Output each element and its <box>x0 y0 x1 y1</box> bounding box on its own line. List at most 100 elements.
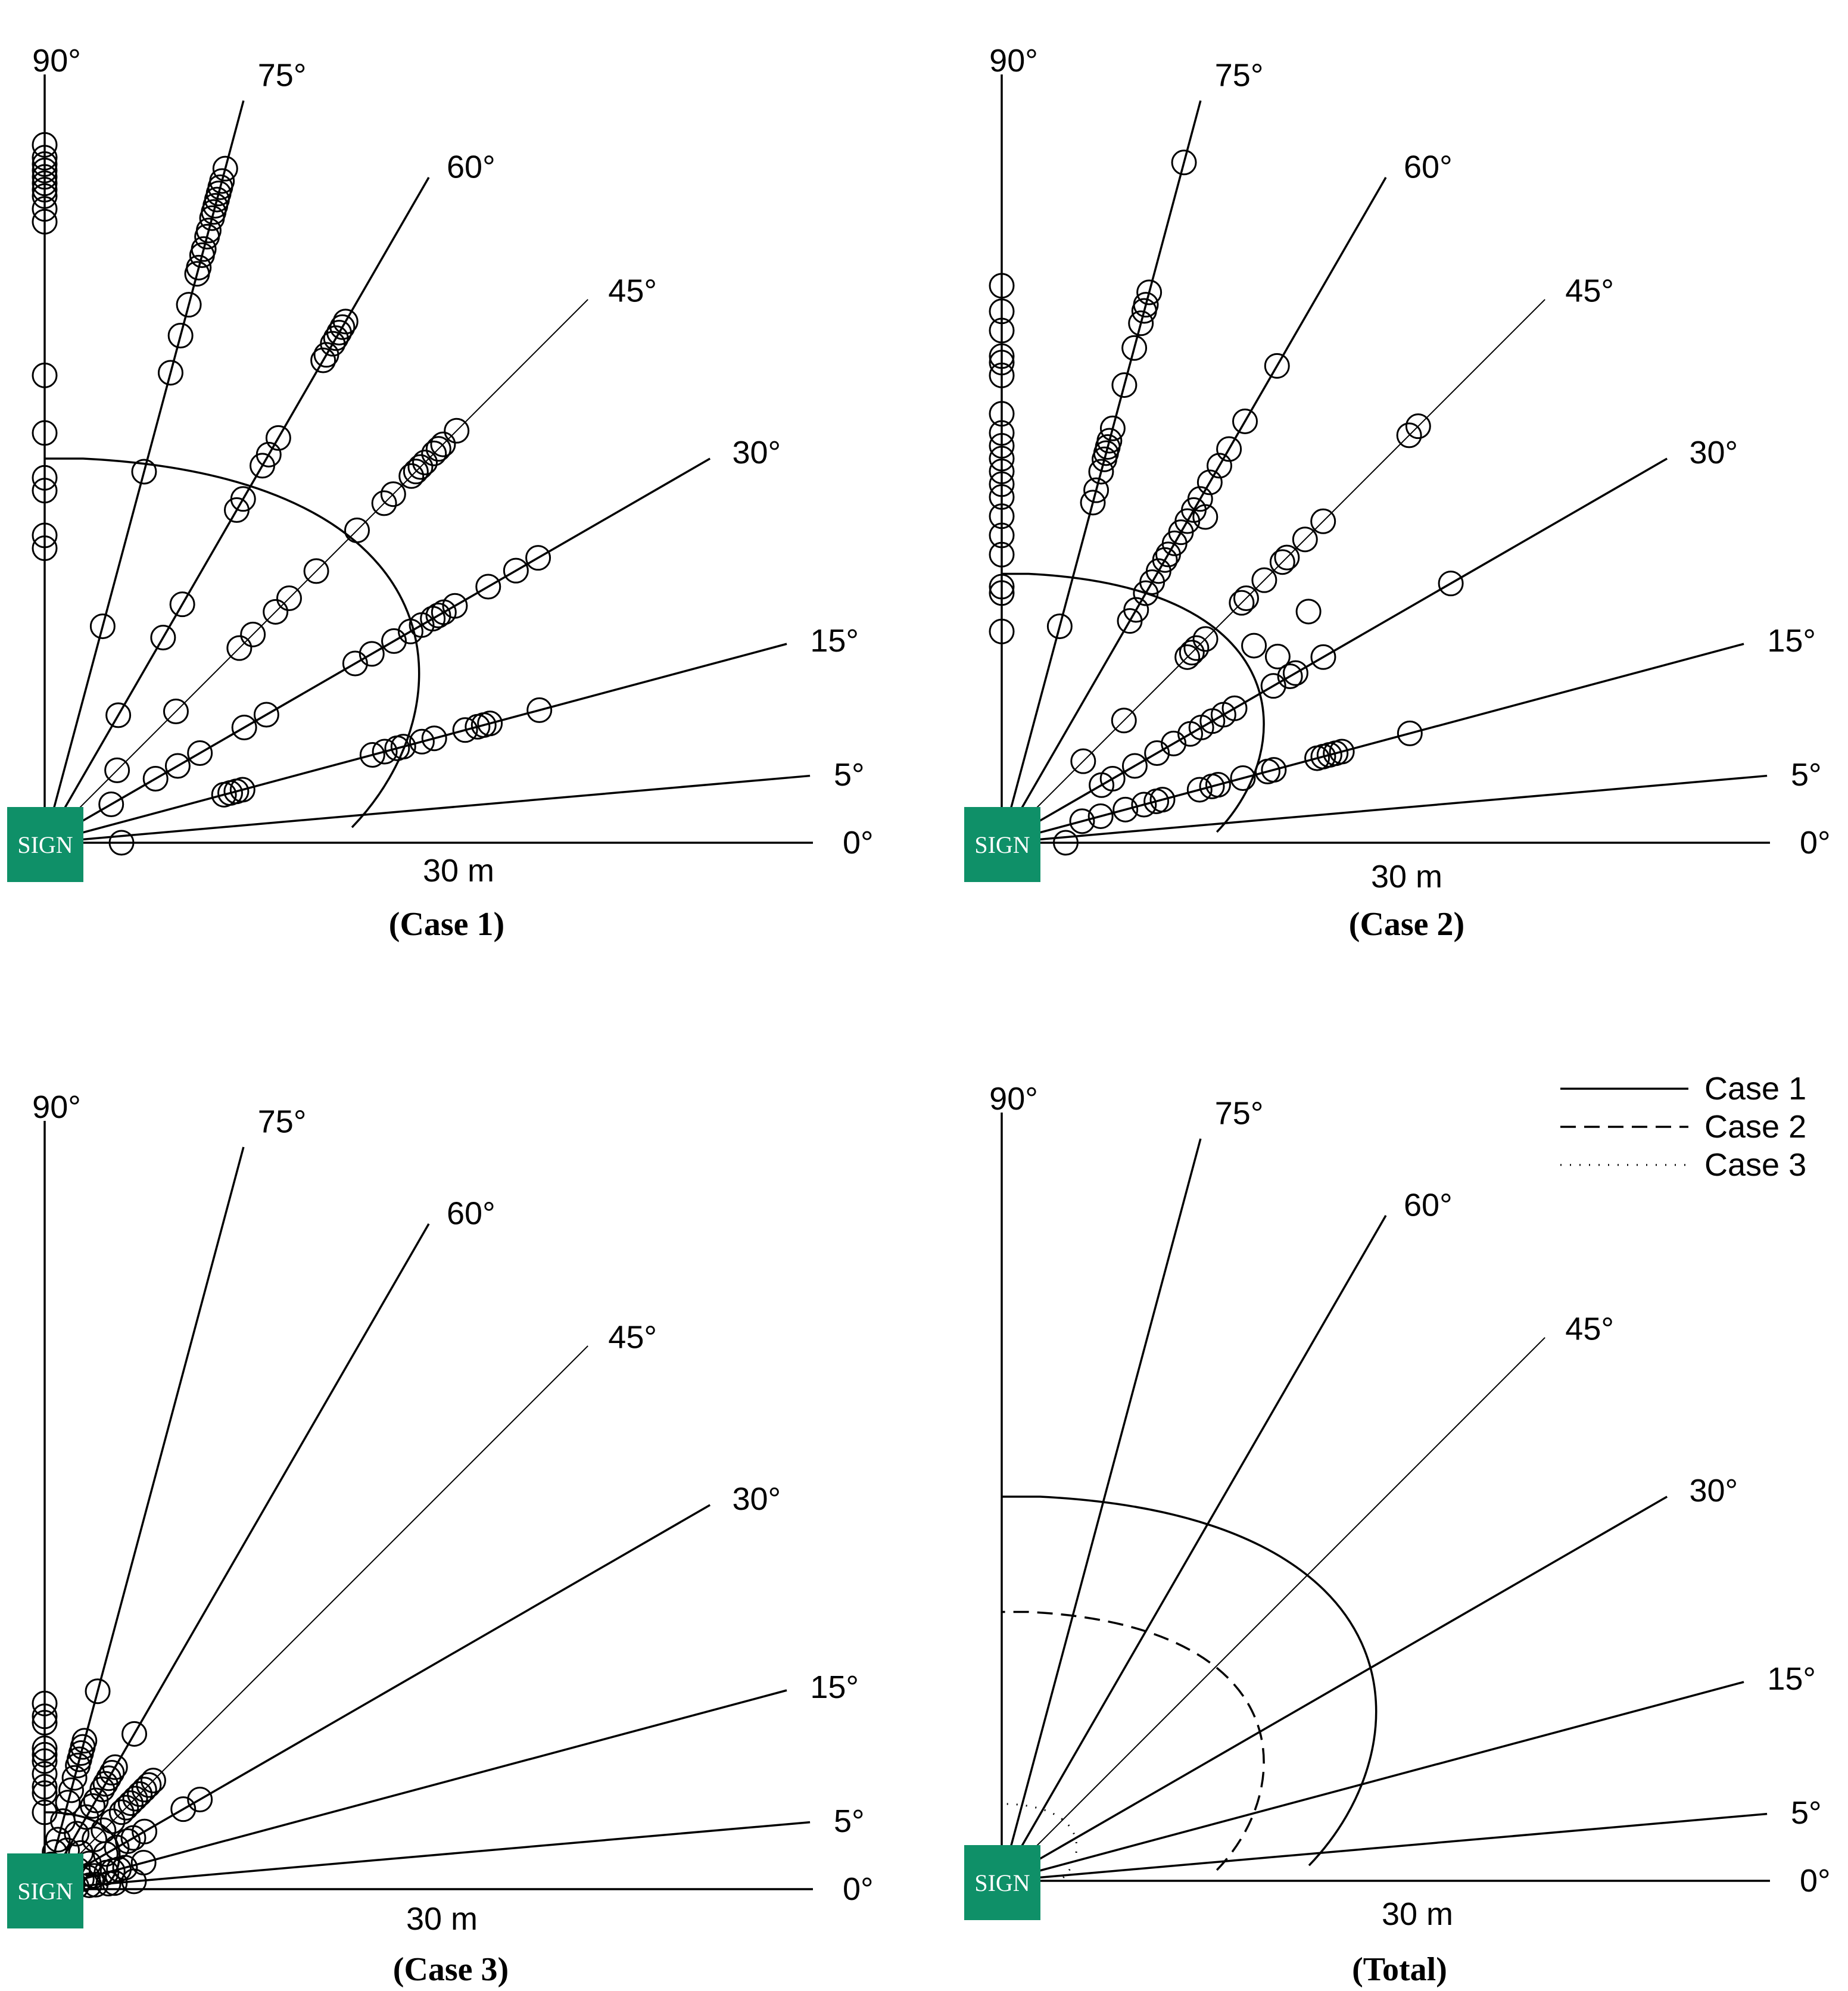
data-point-90-1 <box>989 580 1015 606</box>
data-point-15-5 <box>372 739 398 765</box>
data-point-75-5 <box>58 1777 85 1803</box>
data-point-75-10 <box>1121 335 1148 361</box>
data-point-45-5 <box>108 1799 135 1825</box>
data-point-5-2 <box>83 1872 109 1898</box>
data-point-45-11 <box>136 1772 162 1798</box>
data-point-15-1 <box>1087 803 1114 829</box>
data-point-30-15 <box>475 574 501 600</box>
data-point-45-14 <box>1405 413 1431 440</box>
data-point-60-14 <box>1216 436 1242 462</box>
data-point-75-7 <box>1096 428 1123 454</box>
data-point-90-2 <box>32 1774 58 1800</box>
data-point-45-11 <box>403 459 429 485</box>
data-point-75-12 <box>85 1678 111 1705</box>
data-point-30-1 <box>142 766 169 792</box>
data-point-30-3 <box>1144 740 1170 766</box>
data-point-45-7 <box>117 1790 144 1816</box>
ray-75-deg <box>1001 100 1202 843</box>
scale-label: 30 m <box>1382 1896 1453 1932</box>
data-point-45-6 <box>113 1794 139 1821</box>
data-point-15-4 <box>359 742 385 768</box>
data-point-30-6 <box>342 650 368 677</box>
ray-5-deg <box>1001 1812 1768 1882</box>
data-point-90-8 <box>32 183 58 209</box>
data-point-60-7 <box>265 425 291 451</box>
data-point-45-8 <box>122 1786 148 1812</box>
data-point-90-1 <box>32 522 58 549</box>
data-point-30-13 <box>1310 644 1336 670</box>
data-point-90-18 <box>989 273 1015 299</box>
data-point-75-2 <box>157 360 183 386</box>
panel-case-1: 0° 5° 15° 30° 45° 60° 75° 90° SIGN 30 m (Case 1) <box>7 43 874 943</box>
data-point-45-16 <box>430 431 456 457</box>
ray-label-75: 75° <box>258 1104 307 1139</box>
data-point-45-11 <box>1292 526 1318 553</box>
data-point-75-10 <box>195 217 222 244</box>
data-point-15-8 <box>1205 772 1231 798</box>
ray-label-60: 60° <box>447 1196 495 1232</box>
panel-case-2: 0° 5° 15° 30° 45° 60° 75° 90° SIGN 30 m (Case 2) <box>964 43 1831 943</box>
data-point-45-6 <box>303 558 329 584</box>
data-point-75-1 <box>1080 490 1106 516</box>
data-point-90-4 <box>989 522 1015 549</box>
data-point-75-11 <box>1128 310 1154 336</box>
data-point-60-1 <box>150 625 176 651</box>
data-point-15-3 <box>229 777 255 803</box>
scale-label: 30 m <box>406 1901 478 1937</box>
sign-label: SIGN <box>17 1878 73 1905</box>
data-point-60-9 <box>99 1759 125 1786</box>
ray-label-30: 30° <box>1689 435 1738 471</box>
data-point-60-2 <box>169 591 195 618</box>
data-point-45-14 <box>421 440 447 466</box>
data-point-90-2 <box>32 478 58 504</box>
data-point-45-8 <box>1251 567 1277 593</box>
data-point-90-7 <box>32 196 58 222</box>
data-point-30-5 <box>253 702 279 728</box>
ray-label-90: 90° <box>32 1089 81 1125</box>
data-point-30-16 <box>503 557 529 584</box>
data-point-60-6 <box>255 441 282 468</box>
ray-label-30: 30° <box>732 435 781 471</box>
data-point-5-3 <box>95 1871 121 1897</box>
data-point-90-11 <box>989 420 1015 446</box>
sign-box <box>964 1845 1040 1920</box>
data-point-15-17 <box>1397 720 1423 746</box>
ray-30-deg <box>1001 1495 1668 1882</box>
ray-45-deg <box>1001 1337 1545 1881</box>
data-point-45-10 <box>1274 544 1300 571</box>
ray-label-5: 5° <box>1791 757 1822 793</box>
data-point-90-14 <box>989 350 1015 376</box>
ray-label-90: 90° <box>989 43 1038 79</box>
sign-label: SIGN <box>974 831 1030 858</box>
data-point-60-0 <box>105 702 132 728</box>
data-point-45-12 <box>407 454 434 480</box>
data-point-45-4 <box>1183 635 1210 661</box>
data-point-90-0 <box>989 618 1015 644</box>
data-point-90-16 <box>989 317 1015 344</box>
data-point-75-8 <box>191 236 217 262</box>
data-point-30-7 <box>132 1818 158 1844</box>
data-point-15-13 <box>477 711 503 737</box>
data-point-90-14 <box>32 145 58 171</box>
data-point-15-3 <box>1131 792 1157 818</box>
data-point-60-13 <box>329 314 356 340</box>
data-point-45-10 <box>131 1777 157 1803</box>
data-point-45-17 <box>444 417 470 444</box>
boundary-case-2 <box>1002 1610 1265 1871</box>
ray-label-15: 15° <box>1767 1661 1816 1697</box>
data-point-60-2 <box>64 1821 90 1847</box>
ray-60-deg <box>1001 1214 1387 1881</box>
ray-label-5: 5° <box>834 1803 865 1839</box>
ray-label-0: 0° <box>843 825 874 861</box>
data-point-30-11 <box>1277 663 1303 689</box>
data-point-15-16 <box>1329 739 1355 765</box>
data-point-90-5 <box>989 503 1015 529</box>
data-point-90-17 <box>989 298 1015 325</box>
data-point-90-13 <box>989 362 1015 388</box>
data-point-75-6 <box>186 254 212 281</box>
data-point-30-3 <box>187 740 213 766</box>
data-point-45-10 <box>398 463 425 489</box>
sign-label: SIGN <box>974 1870 1030 1896</box>
ray-label-60: 60° <box>1404 149 1453 185</box>
